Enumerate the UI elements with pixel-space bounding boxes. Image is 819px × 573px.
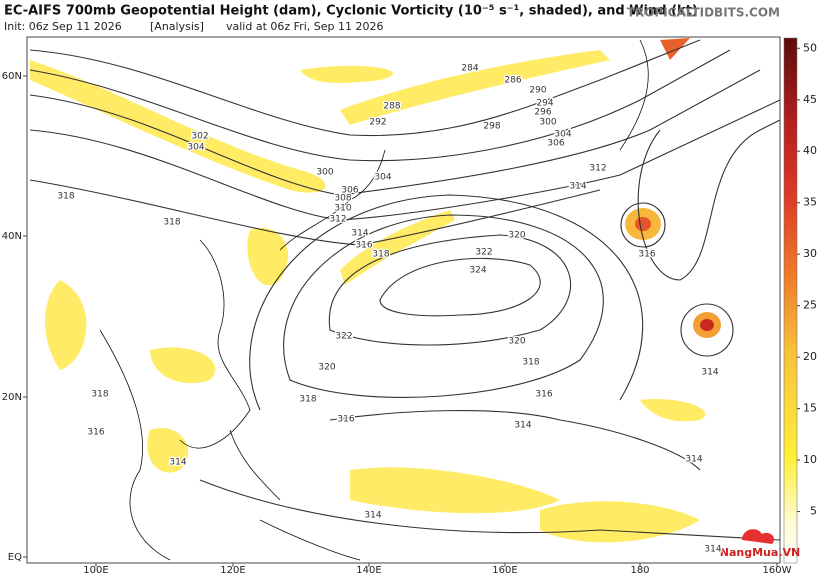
contour-label: 298: [483, 122, 500, 132]
contour-label: 312: [329, 215, 346, 225]
contour-label: 306: [341, 186, 358, 196]
colorbar-tick-label: 10: [803, 453, 817, 466]
map-area: [27, 37, 780, 563]
lat-label: 20N: [2, 392, 22, 403]
watermark-logo: NangMua.VN: [720, 529, 800, 559]
lon-label: 160E: [492, 565, 517, 573]
contour-label: 314: [569, 182, 586, 192]
colorbar-tick-label: 5: [810, 505, 817, 518]
colorbar-tick-label: 20: [803, 350, 817, 363]
watermark: NangMua.VN: [720, 546, 800, 559]
run-type: [Analysis]: [150, 20, 204, 33]
contour-label: 304: [374, 173, 391, 183]
lon-label: 140E: [356, 565, 381, 573]
lon-label: 120E: [220, 565, 245, 573]
contour-label: 288: [383, 102, 400, 112]
contour-label: 314: [514, 421, 531, 431]
lon-label: 180: [630, 565, 649, 573]
coastlines: [99, 39, 649, 561]
contour-label: 302: [191, 132, 208, 142]
height-contours: [29, 39, 780, 541]
contour-label: 320: [318, 363, 335, 373]
contour-label: 294: [536, 99, 553, 109]
lat-label: 60N: [2, 71, 22, 82]
contour-label: 314: [169, 458, 186, 468]
colorbar-tick-label: 25: [803, 299, 817, 312]
contour-label: 316: [638, 250, 655, 260]
init-time: Init: 06z Sep 11 2026: [4, 20, 122, 33]
contour-label: 292: [369, 118, 386, 128]
contour-label: 320: [508, 337, 525, 347]
contour-label: 308: [334, 194, 351, 204]
lat-label: 40N: [2, 231, 22, 242]
colorbar-tick-label: 35: [803, 196, 817, 209]
contour-label: 314: [704, 545, 721, 555]
contour-label: 318: [372, 250, 389, 260]
valid-time: valid at 06z Fri, Sep 11 2026: [226, 20, 383, 33]
contour-label: 290: [529, 86, 546, 96]
contour-label: 316: [337, 415, 354, 425]
contour-label: 304: [554, 130, 571, 140]
contour-label: 318: [91, 390, 108, 400]
colorbar: [783, 37, 798, 564]
contour-label: 316: [355, 241, 372, 251]
lon-label: 100E: [83, 565, 108, 573]
contour-label: 318: [522, 358, 539, 368]
contour-label: 322: [475, 248, 492, 258]
contour-label: 320: [508, 231, 525, 241]
contour-label: 322: [335, 332, 352, 342]
contour-label: 300: [539, 118, 556, 128]
contour-label: 296: [534, 108, 551, 118]
map-frame: [26, 36, 781, 564]
colorbar-tick-label: 45: [803, 93, 817, 106]
vorticity-shading: [30, 50, 706, 543]
contour-label: 314: [364, 511, 381, 521]
lon-label: 160W: [763, 565, 792, 573]
contour-label: 310: [334, 204, 351, 214]
contour-label: 316: [87, 428, 104, 438]
contour-label: 324: [469, 266, 486, 276]
lat-label: EQ: [8, 552, 22, 563]
contour-label: 314: [351, 229, 368, 239]
contour-label: 284: [461, 64, 478, 74]
contour-label: 312: [589, 164, 606, 174]
colorbar-tick-label: 50: [803, 41, 817, 54]
colorbar-tick-label: 15: [803, 402, 817, 415]
contour-label: 286: [504, 76, 521, 86]
contour-label: 300: [316, 168, 333, 178]
contour-label: 318: [57, 192, 74, 202]
contour-label: 316: [535, 390, 552, 400]
contour-label: 318: [163, 218, 180, 228]
contour-label: 314: [701, 368, 718, 378]
site-name: TROPICALTIDBITS.COM: [627, 6, 780, 20]
colorbar-tick-label: 40: [803, 144, 817, 157]
contour-label: 314: [685, 455, 702, 465]
colorbar-tick-label: 30: [803, 247, 817, 260]
vortex-centers: [625, 38, 721, 338]
contour-label: 306: [547, 139, 564, 149]
contour-label: 304: [187, 143, 204, 153]
title: EC-AIFS 700mb Geopotential Height (dam),…: [4, 4, 698, 19]
contour-label: 318: [299, 395, 316, 405]
